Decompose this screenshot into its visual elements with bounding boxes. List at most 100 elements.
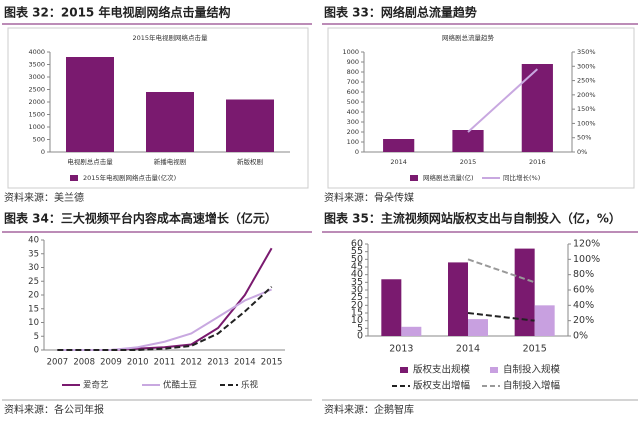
source: 资料来源：骨朵传媒 (324, 191, 414, 204)
y2-tick-label: 40% (573, 300, 594, 311)
y-tick-label: 700 (347, 78, 359, 86)
line (467, 68, 539, 133)
line (467, 312, 535, 322)
x-tick-label: 2016 (529, 158, 546, 166)
legend-label: 自制投入增幅 (503, 380, 561, 392)
y-tick-label: 5 (34, 332, 39, 342)
panel-title: 图表 33：网络剧总流量趋势 (324, 5, 477, 20)
y2-tick-label: 120% (573, 239, 600, 250)
x-tick-label: 新版权剧 (237, 157, 263, 166)
panel-title: 图表 35：主流视频网站版权支出与自制投入（亿，%） (324, 211, 621, 226)
y-tick-label: 4000 (28, 48, 45, 56)
y2-tick-label: 50% (577, 134, 591, 142)
x-tick-label: 2009 (100, 358, 122, 368)
y-tick-label: 600 (347, 88, 359, 96)
line (467, 258, 535, 284)
bar (146, 92, 194, 152)
y-tick-label: 1500 (28, 111, 45, 119)
line (57, 247, 273, 351)
bar (383, 139, 415, 152)
legend-label: 版权支出规模 (413, 364, 471, 376)
legend-label: 同比增长(%) (503, 173, 540, 182)
y2-tick-label: 150% (577, 105, 596, 113)
x-tick-label: 2014 (234, 358, 256, 368)
x-tick-label: 2010 (127, 358, 149, 368)
legend-swatch (490, 367, 498, 373)
y2-tick-label: 100% (573, 254, 600, 265)
y-tick-label: 35 (351, 277, 363, 288)
x-tick-label: 2015 (523, 344, 547, 355)
y2-tick-label: 250% (577, 77, 596, 85)
y-tick-label: 500 (33, 136, 45, 144)
bar (66, 57, 114, 152)
y-tick-label: 40 (351, 269, 363, 280)
line (57, 288, 272, 351)
y-tick-label: 400 (347, 108, 359, 116)
y-tick-label: 2500 (28, 86, 45, 94)
bar (226, 99, 274, 152)
y-tick-label: 60 (351, 239, 363, 250)
y-tick-label: 0 (34, 346, 39, 356)
y-tick-label: 25 (28, 277, 39, 287)
bar (448, 262, 468, 336)
y-tick-label: 0 (357, 331, 363, 342)
line (57, 286, 273, 351)
y2-tick-label: 200% (577, 91, 596, 99)
legend-swatch (70, 175, 78, 181)
y2-tick-label: 0% (573, 331, 588, 342)
y-tick-label: 1000 (342, 48, 359, 56)
chart-title: 网络剧总流量趋势 (442, 33, 495, 42)
y-tick-label: 20 (28, 291, 39, 301)
y2-tick-label: 0% (577, 148, 587, 156)
y-tick-label: 200 (347, 128, 359, 136)
legend-label: 优酷土豆 (163, 380, 197, 391)
y-tick-label: 100 (347, 138, 359, 146)
source: 资料来源：各公司年报 (4, 403, 104, 416)
y-tick-label: 0 (355, 148, 359, 156)
bar (452, 130, 484, 152)
y2-tick-label: 350% (577, 48, 596, 56)
y-tick-label: 5 (357, 323, 363, 334)
legend-label: 乐视 (241, 380, 259, 391)
panel-title: 图表 32：2015 年电视剧网络点击量结构 (4, 5, 230, 20)
x-tick-label: 电视剧总点击量 (67, 157, 113, 166)
y-tick-label: 2000 (28, 98, 45, 106)
y-tick-label: 10 (28, 318, 39, 328)
y2-tick-label: 80% (573, 269, 594, 280)
y-tick-label: 3000 (28, 73, 45, 81)
legend-label: 2015年电视剧网络点击量(亿次) (83, 173, 176, 182)
y-tick-label: 1000 (28, 123, 45, 131)
legend-swatch (400, 367, 408, 373)
source: 资料来源：企鹅智库 (324, 403, 414, 416)
x-tick-label: 2015 (460, 158, 477, 166)
y-tick-label: 800 (347, 68, 359, 76)
y-tick-label: 300 (347, 118, 359, 126)
legend-label: 自制投入规模 (503, 364, 561, 376)
y-tick-label: 30 (351, 285, 363, 296)
source: 资料来源：美兰德 (4, 191, 84, 204)
y-tick-label: 40 (28, 236, 39, 246)
y2-tick-label: 60% (573, 285, 594, 296)
chart-title: 2015年电视剧网络点击量 (132, 33, 208, 42)
y-tick-label: 35 (28, 249, 39, 259)
y-tick-label: 15 (351, 308, 363, 319)
bar (401, 326, 422, 336)
y-tick-label: 3500 (28, 61, 45, 69)
x-tick-label: 2007 (47, 358, 69, 368)
y2-tick-label: 20% (573, 315, 594, 326)
x-tick-label: 2011 (154, 358, 176, 368)
y-tick-label: 900 (347, 58, 359, 66)
bar (521, 64, 553, 152)
y-tick-label: 50 (351, 254, 363, 265)
x-tick-label: 2015 (261, 358, 283, 368)
y-tick-label: 45 (351, 262, 363, 273)
y2-tick-label: 100% (577, 119, 596, 127)
chart-frame (7, 27, 309, 189)
x-tick-label: 新播电视剧 (154, 157, 187, 166)
legend-label: 爱奇艺 (83, 380, 109, 391)
y-tick-label: 0 (41, 148, 45, 156)
bar (468, 319, 488, 336)
bar (534, 305, 555, 336)
chart-frame (327, 27, 635, 189)
